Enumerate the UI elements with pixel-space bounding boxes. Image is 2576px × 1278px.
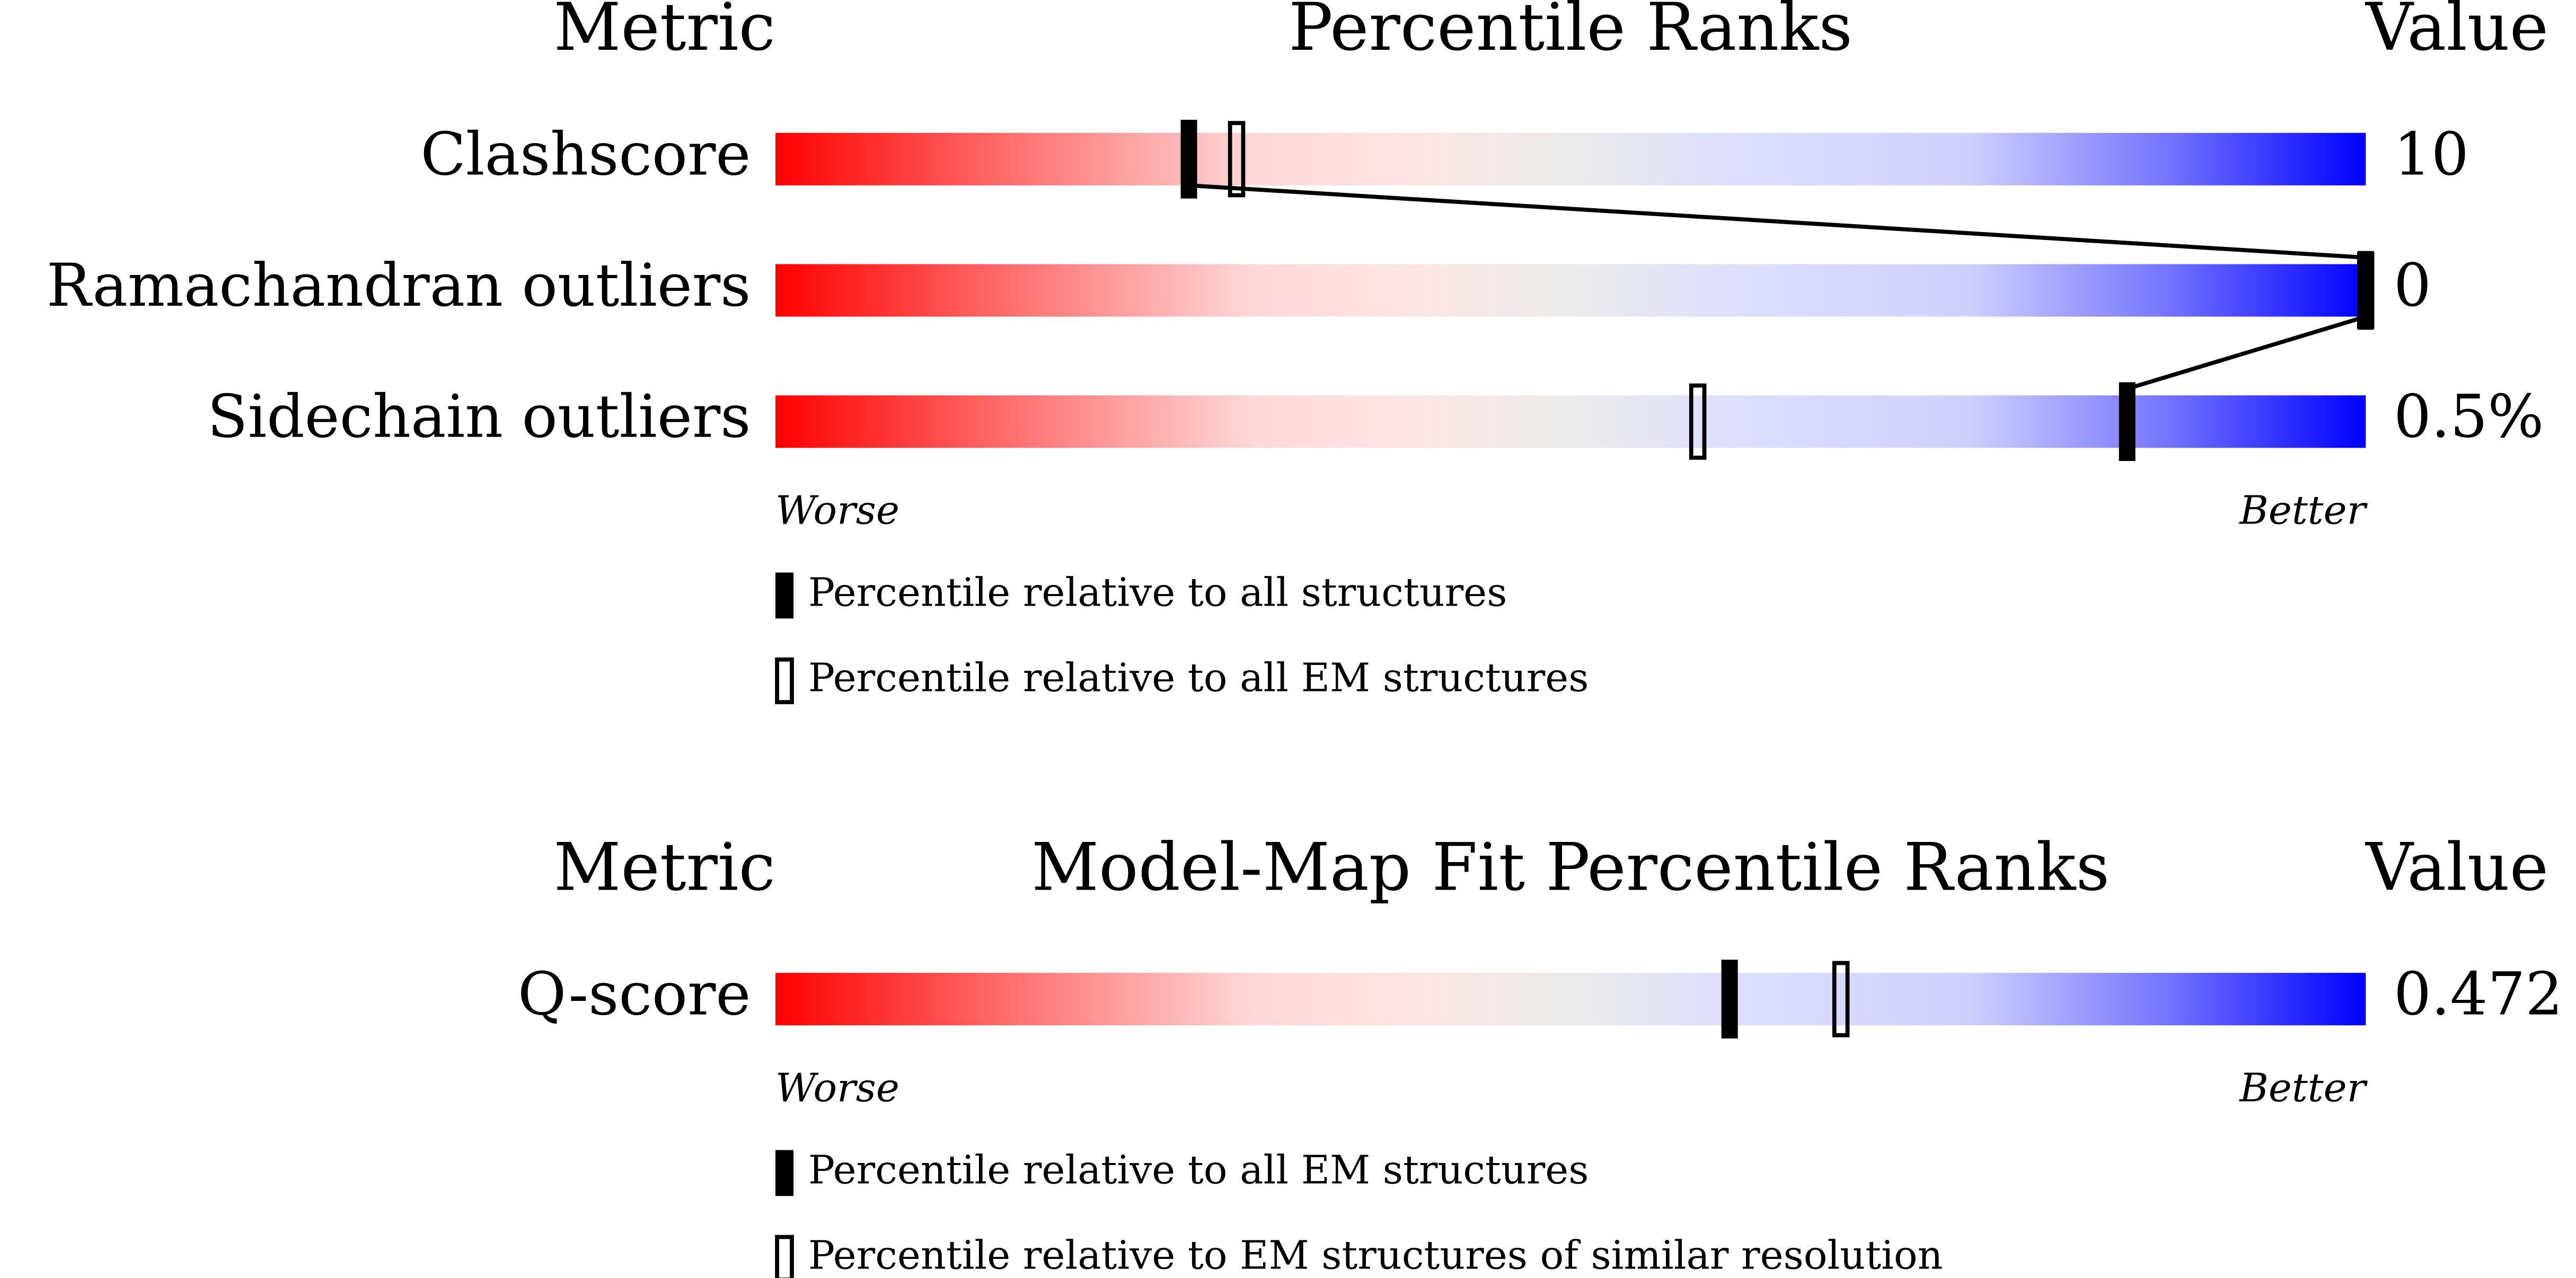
marker-filled: [2119, 382, 2136, 462]
metric-label: Clashscore: [420, 120, 751, 189]
metric-label: Ramachandran outliers: [47, 251, 751, 320]
marker-open: [1689, 383, 1707, 460]
header-value: Value: [2365, 0, 2548, 66]
connector: [2127, 314, 2367, 391]
scale-better: Better: [2238, 487, 2368, 534]
legend-open-icon: [775, 1235, 794, 1278]
metric-label: Sidechain outliers: [207, 383, 751, 451]
metric-value: 10: [2394, 120, 2469, 189]
metric-label: Q-score: [518, 960, 751, 1029]
header-metric: Metric: [553, 0, 775, 66]
metric-value: 0.472: [2394, 960, 2563, 1029]
legend-filled: Percentile relative to all EM structures: [808, 1147, 1589, 1193]
header-title: Model-Map Fit Percentile Ranks: [1031, 829, 2110, 906]
scale-worse: Worse: [775, 487, 899, 534]
percentile-bar: [775, 132, 2366, 185]
scale-better: Better: [2238, 1065, 2368, 1111]
percentile-bar: [775, 973, 2366, 1026]
scale-worse: Worse: [775, 1065, 899, 1111]
marker-open: [1228, 121, 1246, 198]
percentile-bar: [775, 264, 2366, 317]
legend-open: Percentile relative to EM structures of …: [808, 1232, 1943, 1278]
metric-value: 0: [2394, 251, 2431, 320]
legend-filled-icon: [775, 1150, 794, 1196]
marker-filled: [1721, 960, 1738, 1039]
legend-filled: Percentile relative to all structures: [808, 569, 1507, 615]
marker-open: [1832, 961, 1850, 1037]
header-title: Percentile Ranks: [1289, 0, 1852, 66]
legend-open: Percentile relative to all EM structures: [808, 654, 1589, 700]
legend-open-icon: [775, 657, 794, 705]
metric-value: 0.5%: [2394, 383, 2544, 451]
header-metric: Metric: [553, 829, 775, 906]
percentile-bar: [775, 395, 2366, 448]
legend-filled-icon: [775, 572, 794, 619]
header-value: Value: [2365, 829, 2548, 906]
connector: [1188, 183, 2366, 260]
